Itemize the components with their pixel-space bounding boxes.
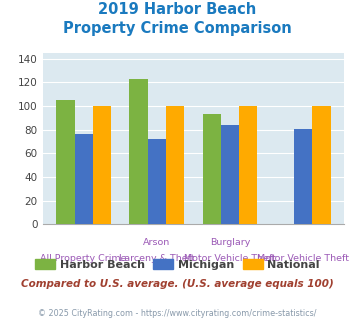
Bar: [148, 139, 166, 224]
Text: © 2025 CityRating.com - https://www.cityrating.com/crime-statistics/: © 2025 CityRating.com - https://www.city…: [38, 309, 317, 317]
Legend: Harbor Beach, Michigan, National: Harbor Beach, Michigan, National: [31, 255, 324, 274]
Text: Property Crime Comparison: Property Crime Comparison: [63, 21, 292, 36]
Text: Motor Vehicle Theft: Motor Vehicle Theft: [257, 254, 349, 263]
Bar: [93, 106, 111, 224]
Bar: [130, 79, 148, 224]
Bar: [203, 114, 221, 224]
Text: 2019 Harbor Beach: 2019 Harbor Beach: [98, 2, 257, 16]
Bar: [166, 106, 184, 224]
Text: Larceny & Theft: Larceny & Theft: [119, 254, 195, 263]
Text: Compared to U.S. average. (U.S. average equals 100): Compared to U.S. average. (U.S. average …: [21, 279, 334, 289]
Bar: [239, 106, 257, 224]
Text: Burglary: Burglary: [210, 238, 250, 247]
Text: Arson: Arson: [143, 238, 170, 247]
Bar: [221, 125, 239, 224]
Bar: [56, 100, 75, 224]
Text: All Property Crime: All Property Crime: [40, 254, 127, 263]
Bar: [312, 106, 331, 224]
Bar: [294, 129, 312, 224]
Text: Motor Vehicle Theft: Motor Vehicle Theft: [184, 254, 276, 263]
Bar: [75, 134, 93, 224]
